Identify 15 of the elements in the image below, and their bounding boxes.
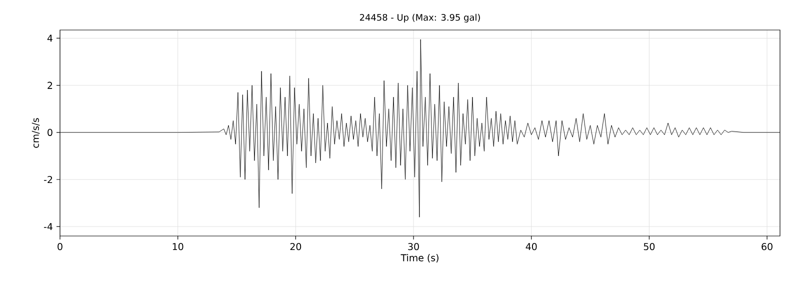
x-tick-label: 20 (290, 243, 302, 250)
x-tick-label: 40 (526, 243, 537, 250)
x-tick-label: 60 (762, 243, 772, 250)
y-tick-label: -4 (44, 223, 52, 230)
x-tick-label: 0 (58, 243, 62, 250)
y-tick-label: 4 (47, 34, 52, 42)
chart-title: 24458 - Up (Max: 3.95 gal) (360, 14, 480, 22)
x-tick-label: 50 (644, 243, 655, 250)
x-axis-title: Time (s) (400, 254, 438, 262)
y-tick-label: 0 (48, 128, 52, 136)
x-tick-label: 10 (172, 243, 184, 250)
y-tick-label: -2 (44, 176, 52, 184)
x-tick-label: 30 (408, 243, 419, 250)
y-axis-title: cm/s/s (32, 118, 40, 148)
y-tick-label: 2 (48, 82, 52, 89)
